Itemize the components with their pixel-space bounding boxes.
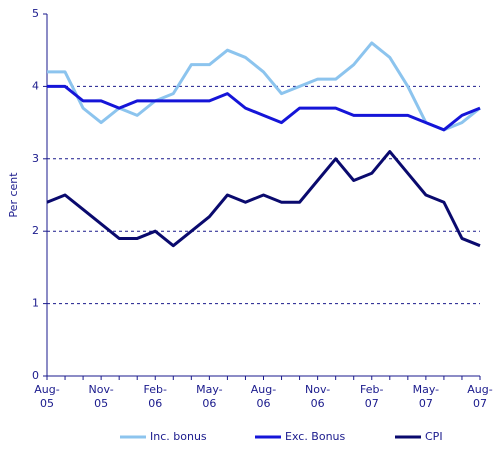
x-tick-label: 06 <box>148 397 162 410</box>
legend-label: CPI <box>425 430 443 443</box>
y-tick-label: 3 <box>32 152 39 165</box>
series-line <box>47 84 481 132</box>
x-tick-label: Aug- <box>251 383 276 396</box>
x-tick-label: Feb- <box>360 383 383 396</box>
y-tick-label: 4 <box>32 79 39 92</box>
x-tick-label: May- <box>196 383 223 396</box>
legend-label: Inc. bonus <box>150 430 207 443</box>
x-tick-label: Nov- <box>305 383 330 396</box>
y-tick-label: 1 <box>32 297 39 310</box>
y-tick-label: 0 <box>32 369 39 382</box>
series-line <box>46 150 481 248</box>
legend-label: Exc. Bonus <box>285 430 346 443</box>
y-tick-label: 5 <box>32 7 39 20</box>
x-tick-label: 05 <box>40 397 54 410</box>
x-tick-label: 06 <box>311 397 325 410</box>
y-tick-label: 2 <box>32 224 39 237</box>
x-tick-label: Aug- <box>34 383 59 396</box>
x-tick-label: 07 <box>419 397 433 410</box>
x-tick-label: Aug- <box>467 383 492 396</box>
x-tick-label: May- <box>413 383 440 396</box>
x-tick-label: Nov- <box>89 383 114 396</box>
y-axis-label: Per cent <box>7 172 20 218</box>
x-tick-label: Feb- <box>144 383 167 396</box>
x-tick-label: 06 <box>257 397 271 410</box>
x-tick-label: 07 <box>365 397 379 410</box>
x-tick-label: 05 <box>94 397 108 410</box>
x-tick-label: 07 <box>473 397 487 410</box>
x-tick-label: 06 <box>202 397 216 410</box>
